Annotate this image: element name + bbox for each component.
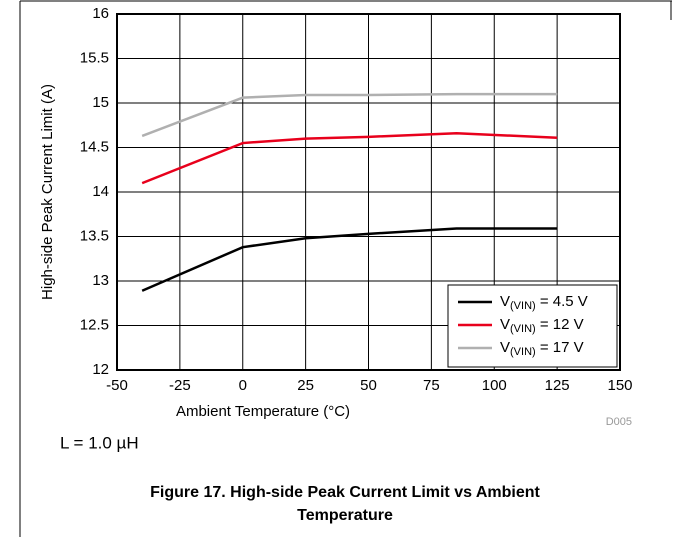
y-tick-label: 15	[92, 94, 109, 111]
series-line	[141, 92, 558, 138]
plot-border	[116, 13, 621, 371]
caption: Figure 17. High-side Peak Current Limit …	[150, 484, 540, 524]
legend-label: V(VIN) = 12 V	[500, 316, 584, 335]
legend-label: V(VIN) = 4.5 V	[500, 293, 588, 312]
x-tick-label: 125	[545, 377, 570, 394]
series-line	[141, 132, 558, 185]
series-line	[141, 227, 558, 292]
y-tick-label: 12.5	[80, 316, 109, 333]
figure-id: D005	[606, 416, 632, 428]
inductance-note: L = 1.0 µH	[60, 433, 139, 452]
y-tick-label: 12	[92, 361, 109, 378]
y-tick-label: 16	[92, 5, 109, 22]
x-tick-label: 150	[607, 377, 632, 394]
x-tick-label: -25	[169, 377, 191, 394]
x-tick-label: -50	[106, 377, 128, 394]
x-tick-label: 75	[423, 377, 440, 394]
y-axis-label: High-side Peak Current Limit (A)	[39, 84, 56, 300]
y-tick-label: 13	[92, 272, 109, 289]
y-tick-label: 14	[92, 183, 109, 200]
x-tick-label: 50	[360, 377, 377, 394]
x-tick-label: 0	[239, 377, 247, 394]
x-tick-label: 100	[482, 377, 507, 394]
y-tick-label: 13.5	[80, 227, 109, 244]
y-tick-label: 15.5	[80, 49, 109, 66]
x-tick-label: 25	[297, 377, 314, 394]
x-axis-label: Ambient Temperature (°C)	[176, 403, 350, 420]
legend-label: V(VIN) = 17 V	[500, 339, 584, 358]
y-tick-label: 14.5	[80, 138, 109, 155]
